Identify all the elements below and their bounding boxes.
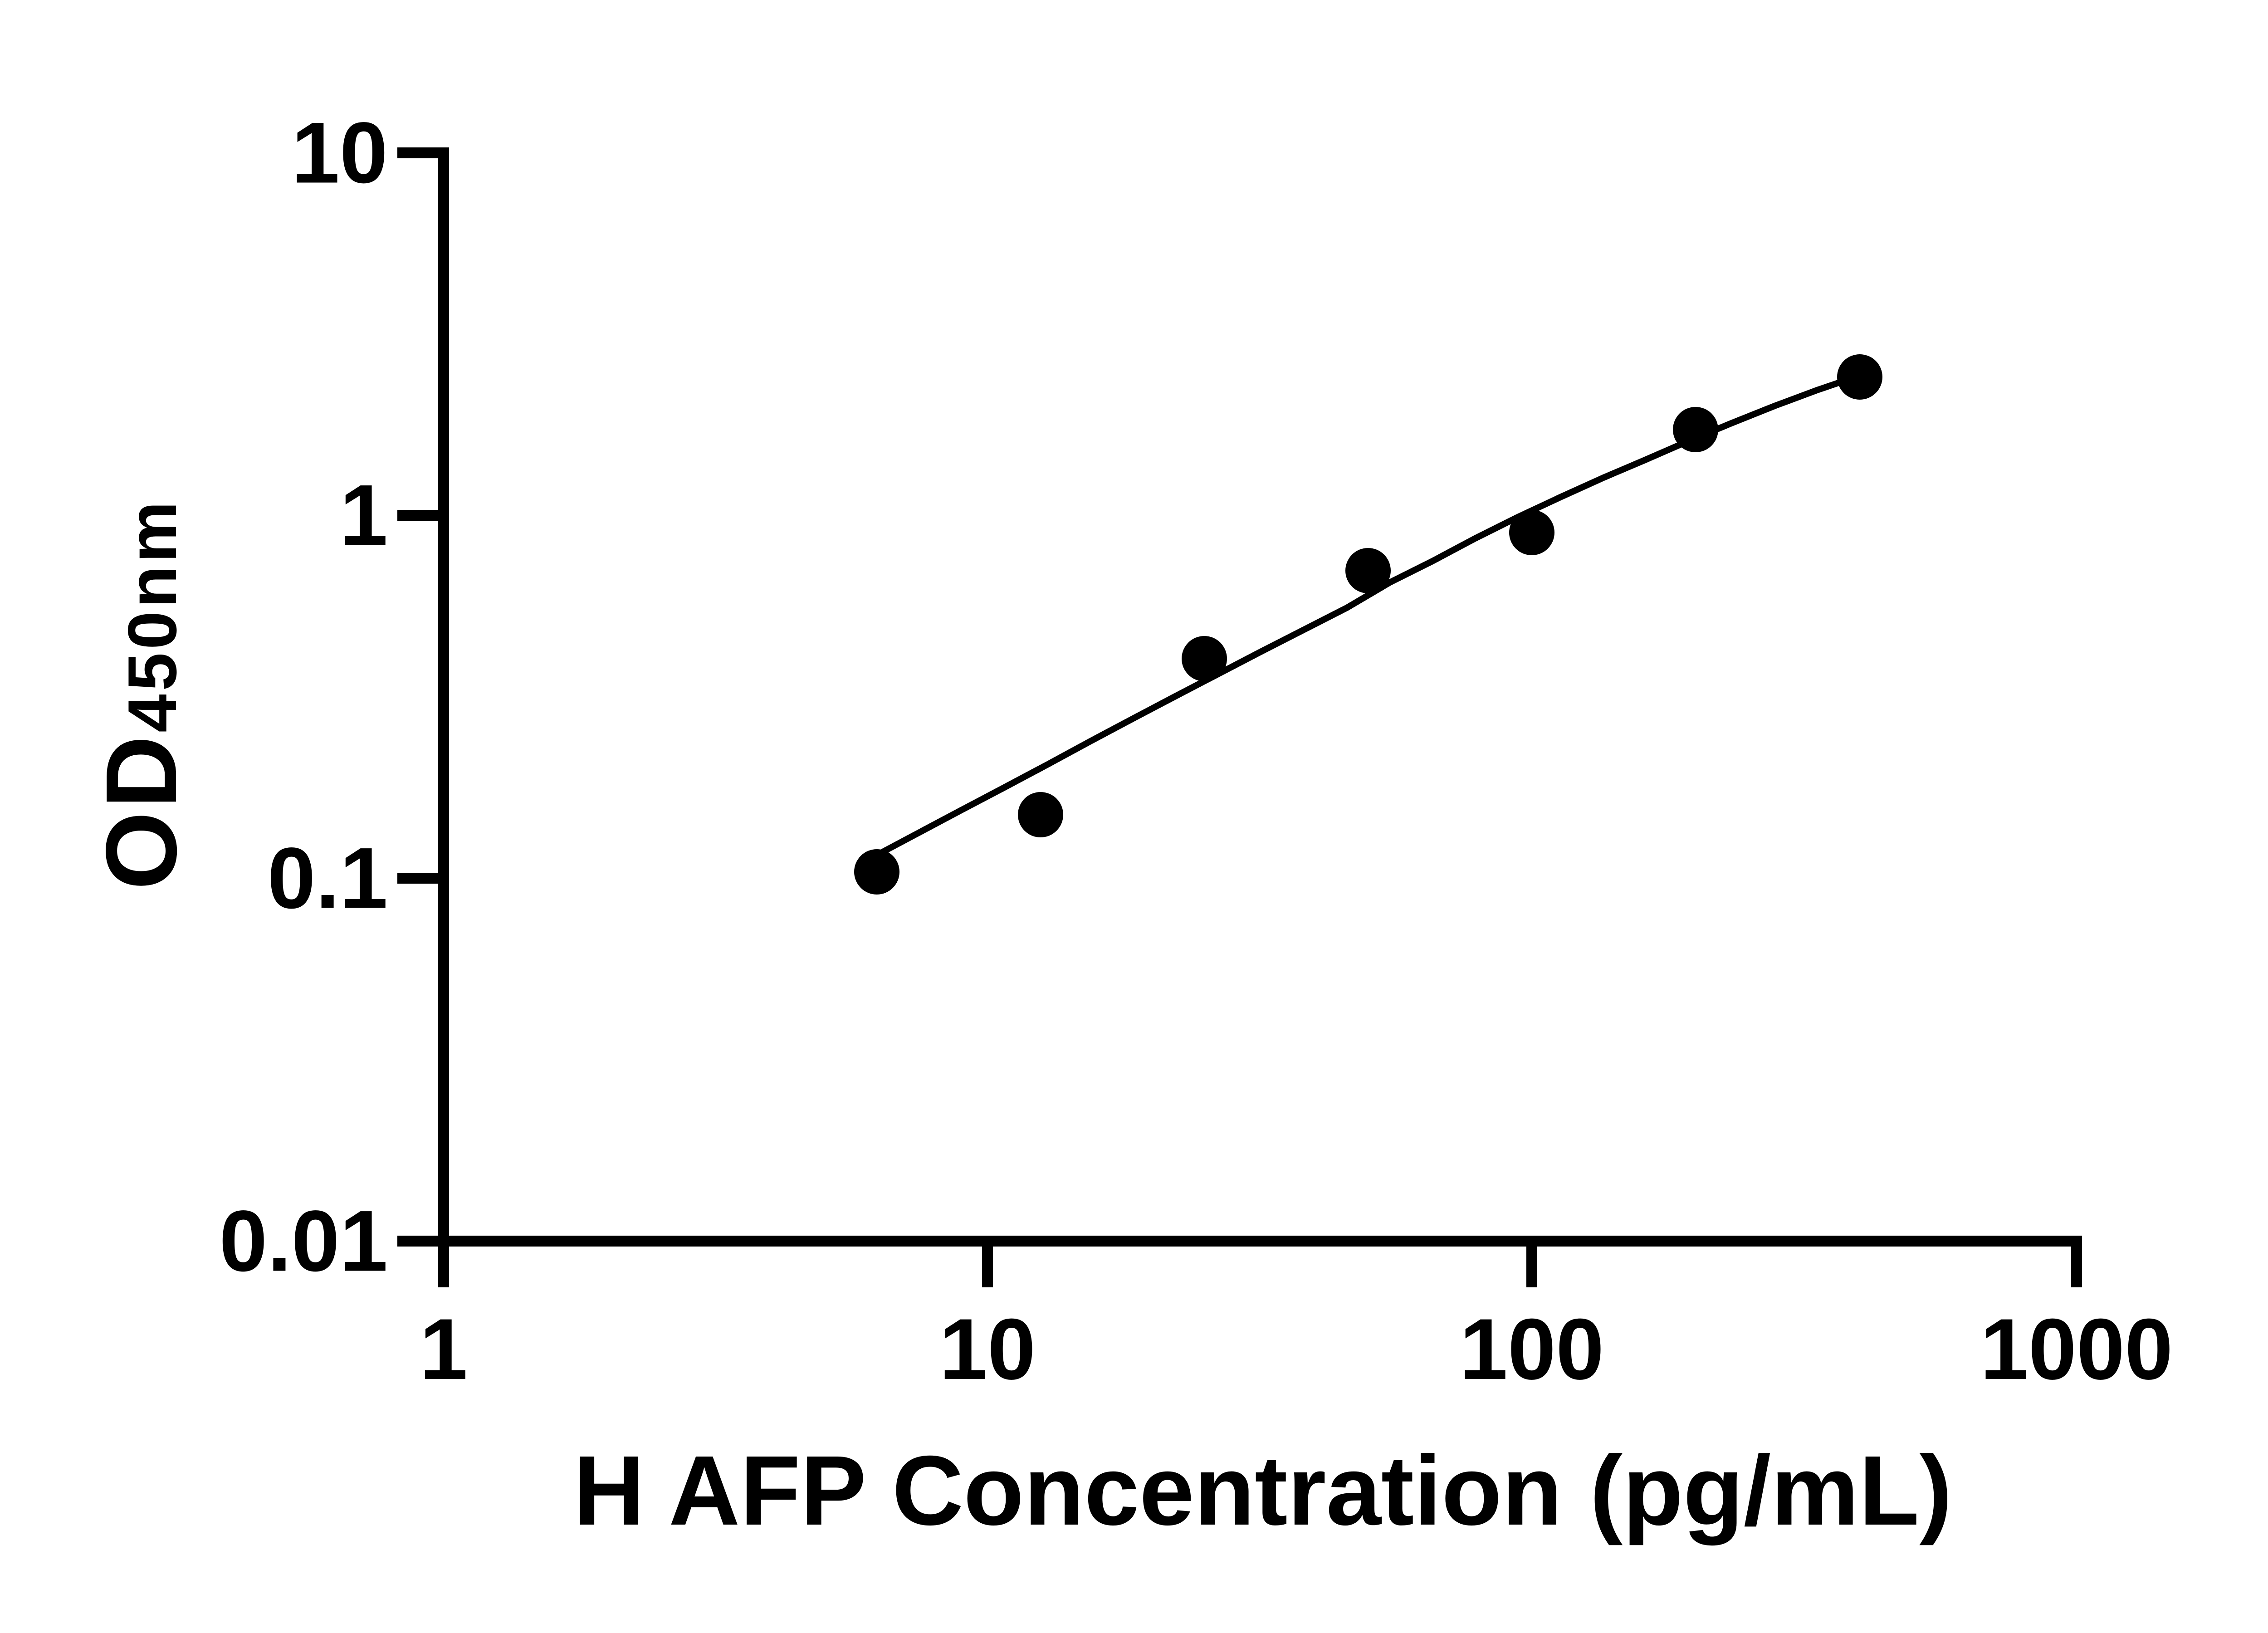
svg-text:H AFP Concentration (pg/mL): H AFP Concentration (pg/mL) bbox=[573, 1436, 1952, 1546]
svg-text:1000: 1000 bbox=[1980, 1301, 2173, 1398]
svg-text:100: 100 bbox=[1460, 1301, 1604, 1398]
svg-text:1: 1 bbox=[420, 1301, 468, 1398]
svg-text:1: 1 bbox=[340, 467, 388, 564]
svg-text:10: 10 bbox=[292, 105, 388, 201]
svg-text:0.1: 0.1 bbox=[267, 830, 388, 927]
svg-text:0.01: 0.01 bbox=[219, 1193, 388, 1290]
svg-text:10: 10 bbox=[939, 1301, 1036, 1398]
